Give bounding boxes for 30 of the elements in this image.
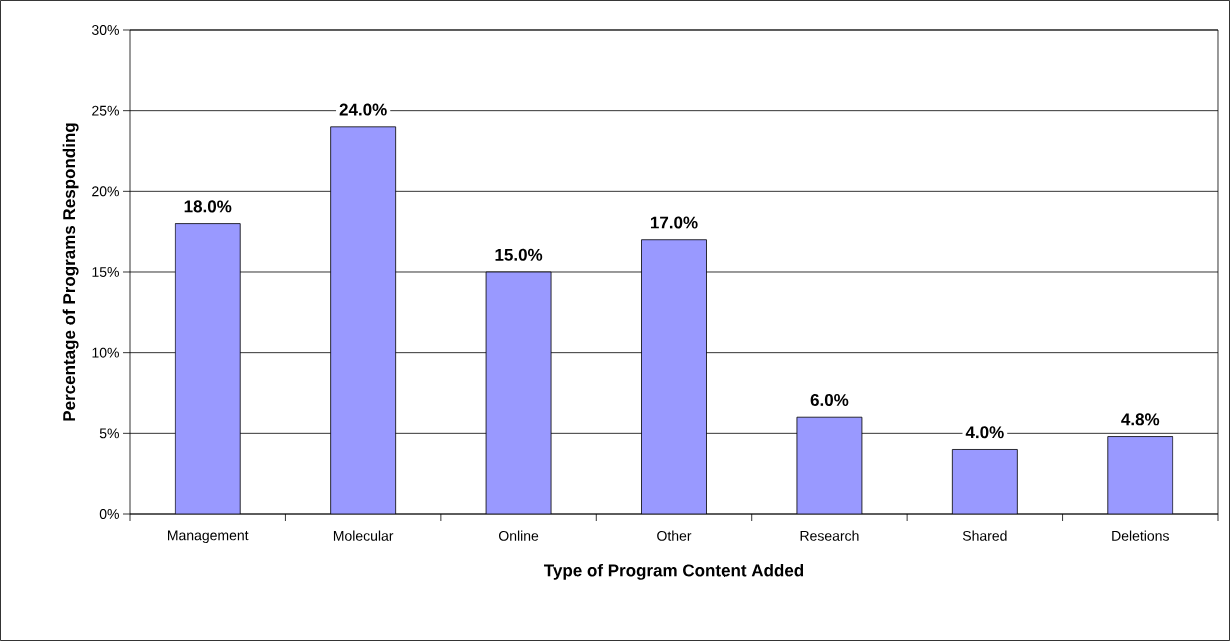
bar xyxy=(796,416,863,514)
x-tick-label: Management xyxy=(168,530,249,544)
x-tick-label: Deletions xyxy=(1112,530,1169,541)
x-tick-label: Online xyxy=(499,530,539,541)
x-tick-label: Molecular xyxy=(333,530,394,541)
y-tick-label: 15% xyxy=(92,267,119,277)
data-label: 24.0% xyxy=(339,103,387,116)
bar xyxy=(1107,436,1174,514)
data-label: 17.0% xyxy=(650,216,698,229)
data-label: 4.0% xyxy=(965,426,1004,439)
x-tick-label: Research xyxy=(800,530,859,541)
y-axis-title: Percentage of Programs Responding xyxy=(62,123,79,421)
bar xyxy=(485,271,552,514)
y-tick-label: 0% xyxy=(99,509,119,519)
bar xyxy=(641,239,707,514)
data-label: 6.0% xyxy=(810,393,849,407)
bar xyxy=(174,223,241,514)
bar xyxy=(951,449,1018,514)
y-tick-label: 25% xyxy=(92,105,119,116)
x-tick-label: Other xyxy=(657,530,692,541)
y-tick-label: 10% xyxy=(92,347,119,358)
x-axis-title: Type of Program Content Added xyxy=(544,563,804,580)
data-label: 18.0% xyxy=(184,200,232,213)
data-label: 4.8% xyxy=(1121,413,1160,426)
data-label: 15.0% xyxy=(495,248,543,261)
y-tick-label: 5% xyxy=(99,428,119,439)
x-tick-label: Shared xyxy=(962,530,1007,541)
y-tick-label: 20% xyxy=(92,186,119,197)
y-tick-label: 30% xyxy=(91,25,119,35)
bar xyxy=(330,126,397,514)
